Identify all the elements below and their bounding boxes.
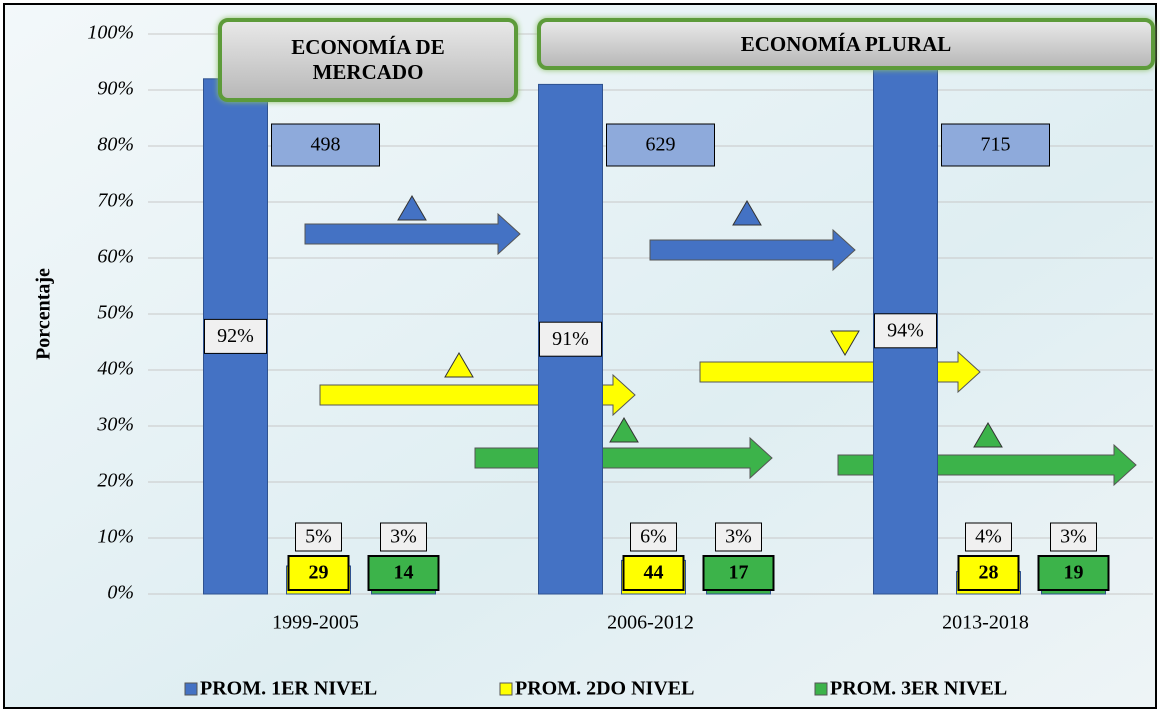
- y-tick-label: 30%: [96, 414, 134, 436]
- x-tick-label: 1999-2005: [272, 612, 359, 634]
- y-tick-label: 70%: [97, 190, 134, 212]
- count-label-box: [606, 123, 715, 167]
- count-label-box: [957, 555, 1020, 591]
- x-tick-label: 2013-2018: [942, 612, 1029, 634]
- value-label: 3%: [390, 526, 417, 548]
- value-label: 3%: [1060, 526, 1087, 548]
- y-tick-label: 50%: [97, 302, 134, 324]
- count-label: 44: [644, 562, 664, 584]
- y-tick-label: 90%: [97, 78, 134, 100]
- count-label-box: [941, 123, 1050, 167]
- value-label: 94%: [887, 319, 924, 341]
- value-label: 91%: [552, 328, 589, 350]
- trend-triangle: [397, 195, 427, 221]
- y-axis-label: Porcentaje: [33, 268, 55, 360]
- value-label: 4%: [975, 526, 1002, 548]
- value-label-box: [965, 522, 1012, 552]
- y-tick-label: 40%: [97, 358, 134, 380]
- y-tick-label: 0%: [107, 582, 134, 604]
- y-tick-label: 20%: [97, 470, 134, 492]
- count-label-box: [622, 555, 685, 591]
- value-label-box: [539, 321, 602, 357]
- y-tick-label: 10%: [97, 526, 134, 548]
- trend-triangle: [609, 417, 639, 443]
- value-label-box: [204, 318, 267, 354]
- value-label-box: [1050, 522, 1097, 552]
- legend-label: PROM. 1ER NIVEL: [200, 678, 377, 700]
- count-label: 14: [394, 562, 414, 584]
- value-label-box: [874, 313, 937, 349]
- value-label-box: [380, 522, 427, 552]
- trend-triangle: [444, 352, 474, 378]
- header-box: ECONOMÍA DE MERCADO: [218, 18, 518, 102]
- y-tick-label: 80%: [97, 134, 134, 156]
- legend-label: PROM. 2DO NIVEL: [515, 678, 694, 700]
- count-label-box: [367, 555, 440, 591]
- x-tick-label: 2006-2012: [607, 612, 694, 634]
- value-label: 92%: [217, 325, 254, 347]
- count-label: 19: [1064, 562, 1084, 584]
- trend-triangle: [732, 200, 762, 226]
- y-tick-label: 100%: [87, 22, 134, 44]
- value-label-box: [295, 522, 342, 552]
- legend-marker: [184, 682, 198, 696]
- legend-marker: [499, 682, 513, 696]
- count-label: 17: [729, 562, 749, 584]
- legend-marker: [814, 682, 828, 696]
- header-box: ECONOMÍA PLURAL: [537, 18, 1155, 70]
- count-label-box: [1037, 555, 1110, 591]
- value-label-box: [715, 522, 762, 552]
- value-label-box: [630, 522, 677, 552]
- value-label: 3%: [725, 526, 752, 548]
- y-tick-label: 60%: [97, 246, 134, 268]
- count-label: 498: [311, 134, 341, 156]
- count-label-box: [702, 555, 775, 591]
- count-label: 28: [979, 562, 999, 584]
- trend-triangle: [830, 330, 860, 356]
- count-label-box: [287, 555, 350, 591]
- legend-label: PROM. 3ER NIVEL: [830, 678, 1007, 700]
- count-label: 29: [309, 562, 329, 584]
- count-label-box: [271, 123, 380, 167]
- value-label: 6%: [640, 526, 667, 548]
- trend-arrow: [304, 212, 521, 256]
- trend-triangle: [973, 422, 1003, 448]
- trend-arrow: [649, 228, 856, 272]
- value-label: 5%: [305, 526, 332, 548]
- count-label: 715: [981, 134, 1011, 156]
- count-label: 629: [646, 134, 676, 156]
